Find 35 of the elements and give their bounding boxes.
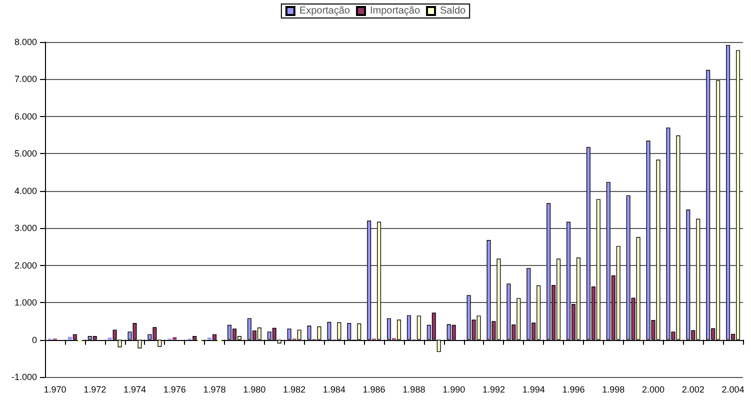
y-tick-label: 3.000 — [14, 223, 37, 234]
x-tick-label: 1.990 — [442, 384, 466, 394]
x-tick-label: 1.970 — [44, 384, 66, 394]
x-tick-label: 1.980 — [243, 384, 266, 394]
bar — [172, 337, 177, 340]
x-tick-label: 1.998 — [602, 384, 625, 394]
x-tick-label: 1.986 — [362, 384, 386, 394]
legend-label: Importação — [370, 6, 420, 16]
y-tick-label: 5.000 — [14, 148, 37, 159]
bar — [218, 340, 222, 343]
x-tick-label: 1.972 — [84, 384, 106, 394]
x-tick-label: 1.974 — [123, 384, 146, 394]
x-tick-label: 2.000 — [642, 384, 665, 394]
y-tick-label: 4.000 — [14, 186, 37, 196]
legend-label: Exportação — [299, 6, 350, 16]
y-tick-label: 2.000 — [14, 260, 37, 270]
y-tick-label: 8.000 — [14, 37, 37, 47]
y-tick-label: 0 — [32, 334, 37, 345]
legend-label: Saldo — [440, 6, 466, 16]
x-tick-label: 2.002 — [682, 384, 704, 394]
x-tick-label: 1.978 — [203, 384, 226, 394]
bar — [68, 336, 72, 340]
x-tick-label: 1.992 — [482, 384, 505, 394]
x-tick-label: 1.994 — [522, 384, 545, 394]
bar — [78, 340, 82, 342]
x-tick-label: 1.982 — [283, 384, 306, 394]
x-tick-label: 1.984 — [322, 384, 346, 394]
x-tick-label: 1.996 — [562, 384, 585, 394]
y-tick-label: -1.000 — [11, 372, 37, 382]
y-tick-label: 7.000 — [14, 74, 37, 84]
x-tick-label: 1.976 — [163, 384, 186, 394]
y-tick-label: 1.000 — [14, 298, 37, 308]
x-tick-label: 2.004 — [722, 384, 744, 394]
y-tick-label: 6.000 — [14, 111, 37, 122]
x-tick-label: 1.988 — [402, 384, 426, 394]
